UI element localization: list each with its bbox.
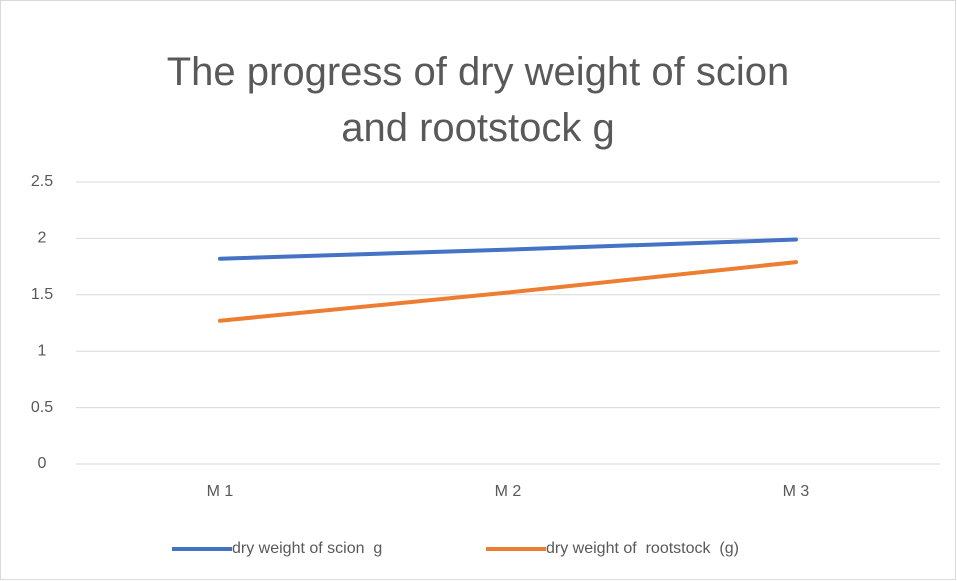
y-tick-label: 0.5	[31, 399, 53, 416]
legend-label: dry weight of rootstock (g)	[546, 540, 739, 557]
legend-label: dry weight of scion g	[232, 540, 382, 557]
x-tick-label: M 2	[495, 483, 522, 500]
x-tick-label: M 3	[783, 483, 810, 500]
y-tick-label: 1	[38, 342, 47, 359]
y-tick-label: 2.5	[31, 173, 53, 190]
y-tick-label: 2	[38, 230, 47, 247]
x-tick-label: M 1	[207, 483, 234, 500]
series-line	[218, 237, 798, 261]
y-tick-label: 1.5	[31, 286, 53, 303]
series-line	[218, 260, 798, 323]
chart-title: The progress of dry weight of scion and …	[166, 50, 790, 150]
y-tick-label: 0	[38, 455, 47, 472]
